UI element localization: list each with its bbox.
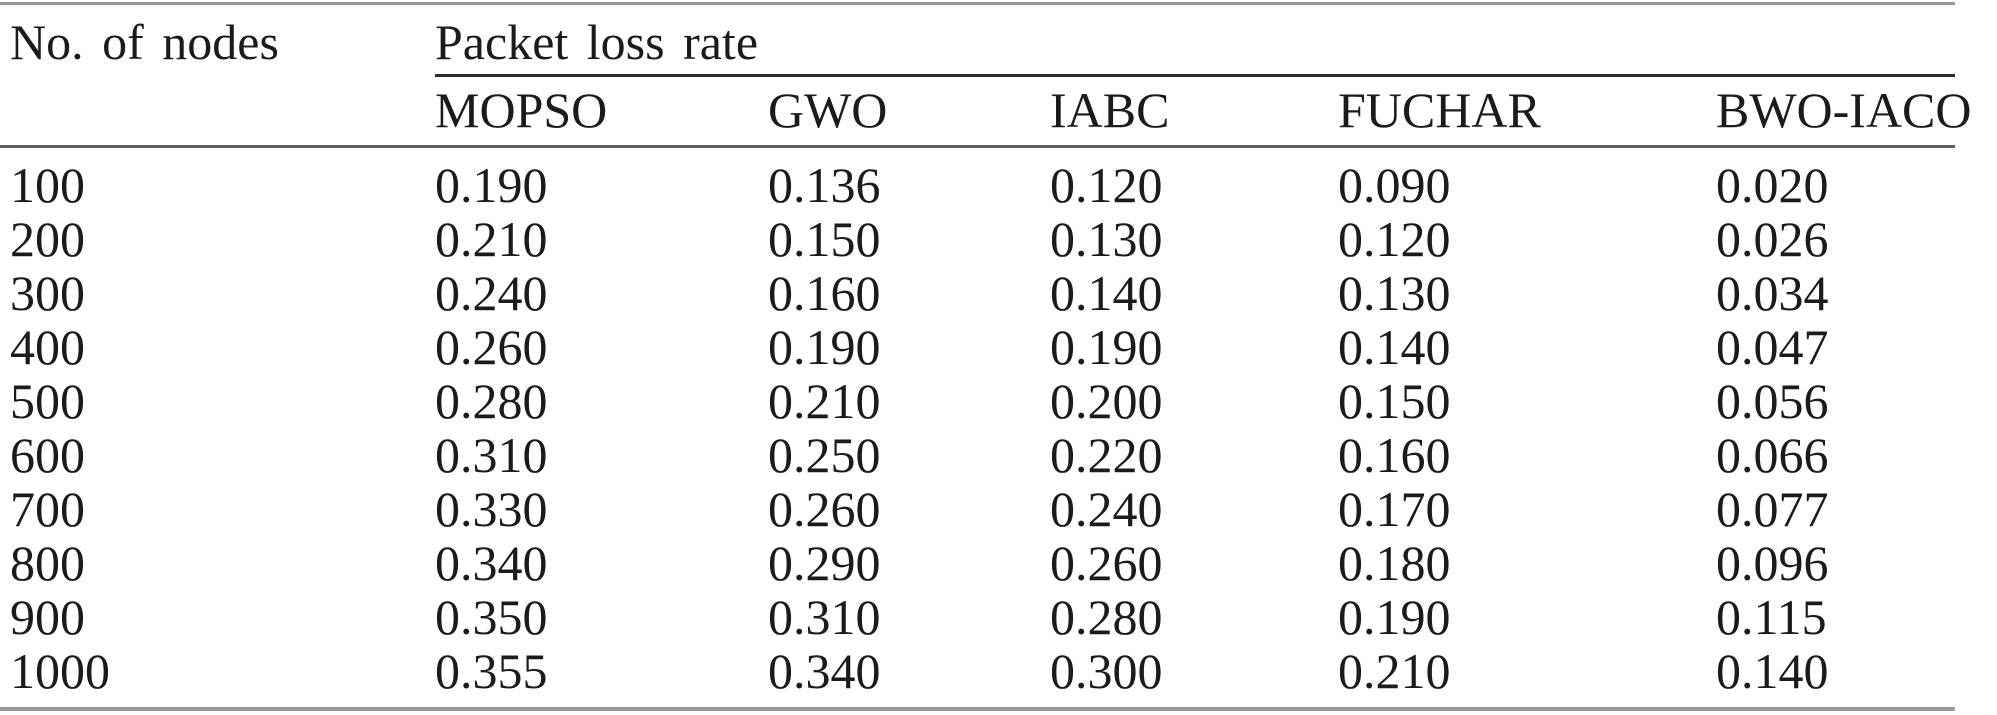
nodes-cell: 1000: [10, 643, 110, 699]
value-cell: 0.220: [1050, 427, 1163, 483]
column-header-spacer: [0, 80, 435, 140]
column-header-iabc: IABC: [1050, 82, 1170, 138]
value-cell: 0.020: [1716, 157, 1829, 213]
column-header-gwo: GWO: [768, 82, 888, 138]
nodes-cell: 900: [10, 589, 85, 645]
value-cell: 0.160: [768, 265, 881, 321]
value-cell: 0.330: [435, 481, 548, 537]
value-cell: 0.136: [768, 157, 881, 213]
value-cell: 0.240: [435, 265, 548, 321]
nodes-cell: 300: [10, 265, 85, 321]
value-cell: 0.140: [1338, 319, 1451, 375]
value-cell: 0.350: [435, 589, 548, 645]
nodes-cell: 400: [10, 319, 85, 375]
value-cell: 0.140: [1716, 643, 1829, 699]
group-header: Packet loss rate: [435, 14, 759, 70]
bottom-rule: [0, 707, 1955, 711]
value-cell: 0.056: [1716, 373, 1829, 429]
value-cell: 0.190: [435, 157, 548, 213]
value-cell: 0.120: [1338, 211, 1451, 267]
value-cell: 0.260: [1050, 535, 1163, 591]
value-cell: 0.034: [1716, 265, 1829, 321]
table-body: 100 0.190 0.136 0.120 0.090 0.020 200 0.210 0.15…: [0, 158, 1955, 698]
header-body-rule: [0, 145, 1955, 148]
nodes-cell: 600: [10, 427, 85, 483]
value-cell: 0.355: [435, 643, 548, 699]
value-cell: 0.300: [1050, 643, 1163, 699]
value-cell: 0.280: [435, 373, 548, 429]
nodes-cell: 700: [10, 481, 85, 537]
value-cell: 0.280: [1050, 589, 1163, 645]
value-cell: 0.066: [1716, 427, 1829, 483]
table-row: 900 0.350 0.310 0.280 0.190 0.115: [0, 590, 1955, 644]
value-cell: 0.077: [1716, 481, 1829, 537]
table-row: 500 0.280 0.210 0.200 0.150 0.056: [0, 374, 1955, 428]
row-axis-header: No. of nodes: [10, 14, 279, 70]
value-cell: 0.090: [1338, 157, 1451, 213]
value-cell: 0.130: [1050, 211, 1163, 267]
value-cell: 0.190: [1338, 589, 1451, 645]
table-row: 200 0.210 0.150 0.130 0.120 0.026: [0, 212, 1955, 266]
value-cell: 0.310: [768, 589, 881, 645]
column-header-bwo-iaco: BWO-IACO: [1716, 82, 1972, 138]
table-header-row-1: No. of nodes Packet loss rate: [0, 12, 1955, 72]
value-cell: 0.210: [1338, 643, 1451, 699]
value-cell: 0.250: [768, 427, 881, 483]
table-row: 600 0.310 0.250 0.220 0.160 0.066: [0, 428, 1955, 482]
table-row: 800 0.340 0.290 0.260 0.180 0.096: [0, 536, 1955, 590]
column-header-fuchar: FUCHAR: [1338, 82, 1541, 138]
table-row: 100 0.190 0.136 0.120 0.090 0.020: [0, 158, 1955, 212]
top-rule: [0, 2, 1955, 5]
value-cell: 0.190: [768, 319, 881, 375]
nodes-cell: 200: [10, 211, 85, 267]
nodes-cell: 800: [10, 535, 85, 591]
value-cell: 0.160: [1338, 427, 1451, 483]
table-row: 700 0.330 0.260 0.240 0.170 0.077: [0, 482, 1955, 536]
value-cell: 0.115: [1716, 589, 1827, 645]
value-cell: 0.210: [435, 211, 548, 267]
value-cell: 0.340: [435, 535, 548, 591]
value-cell: 0.130: [1338, 265, 1451, 321]
value-cell: 0.260: [435, 319, 548, 375]
value-cell: 0.047: [1716, 319, 1829, 375]
value-cell: 0.310: [435, 427, 548, 483]
value-cell: 0.150: [768, 211, 881, 267]
nodes-cell: 500: [10, 373, 85, 429]
value-cell: 0.140: [1050, 265, 1163, 321]
value-cell: 0.290: [768, 535, 881, 591]
value-cell: 0.150: [1338, 373, 1451, 429]
column-header-mopso: MOPSO: [435, 82, 608, 138]
value-cell: 0.190: [1050, 319, 1163, 375]
value-cell: 0.260: [768, 481, 881, 537]
value-cell: 0.170: [1338, 481, 1451, 537]
column-headers: MOPSO GWO IABC FUCHAR BWO-IACO: [0, 80, 1972, 140]
value-cell: 0.210: [768, 373, 881, 429]
value-cell: 0.026: [1716, 211, 1829, 267]
value-cell: 0.120: [1050, 157, 1163, 213]
value-cell: 0.180: [1338, 535, 1451, 591]
group-header-rule: [435, 74, 1955, 77]
value-cell: 0.096: [1716, 535, 1829, 591]
table-row: 300 0.240 0.160 0.140 0.130 0.034: [0, 266, 1955, 320]
value-cell: 0.240: [1050, 481, 1163, 537]
table-row: 400 0.260 0.190 0.190 0.140 0.047: [0, 320, 1955, 374]
value-cell: 0.200: [1050, 373, 1163, 429]
value-cell: 0.340: [768, 643, 881, 699]
table-row: 1000 0.355 0.340 0.300 0.210 0.140: [0, 644, 1955, 698]
nodes-cell: 100: [10, 157, 85, 213]
